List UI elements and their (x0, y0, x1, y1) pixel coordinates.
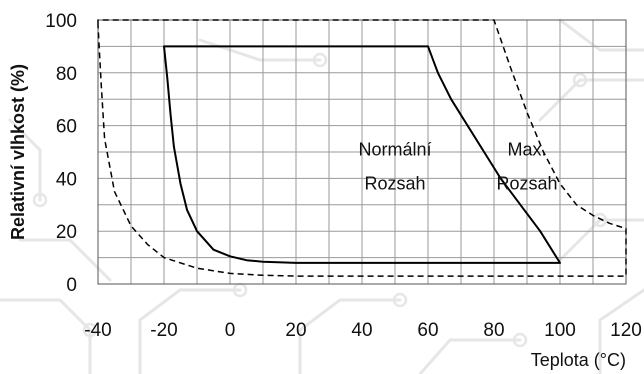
x-tick-label: 80 (483, 320, 504, 341)
region-label: Rozsah (496, 174, 557, 194)
y-tick-label: 80 (56, 64, 77, 85)
y-tick-label: 40 (56, 169, 77, 190)
axis-ticks: -40 -20 0 20 40 60 80 100 120 0 20 40 60 80 100 (45, 11, 642, 341)
plot-area (97, 19, 627, 277)
y-axis-label: Relativní vlhkost (%) (8, 64, 28, 240)
y-tick-label: 20 (56, 222, 77, 243)
x-tick-label: 120 (610, 320, 642, 341)
x-tick-label: -40 (84, 320, 111, 341)
x-tick-label: 0 (225, 320, 236, 341)
y-tick-label: 60 (56, 117, 77, 138)
region-label: Rozsah (364, 174, 425, 194)
x-tick-label: 20 (285, 320, 306, 341)
grid (97, 19, 627, 285)
region-label: Normální (358, 140, 431, 160)
max-range-boundary (97, 19, 627, 277)
x-tick-label: 60 (417, 320, 438, 341)
labels: Teplota (°C) Relativní vlhkost (%) Normá… (8, 64, 626, 370)
y-tick-label: 100 (45, 11, 77, 32)
plot-border (97, 19, 627, 285)
x-tick-label: 40 (351, 320, 372, 341)
region-label: Max. (507, 140, 546, 160)
x-tick-label: -20 (150, 320, 177, 341)
x-tick-label: 100 (544, 320, 576, 341)
y-tick-label: 0 (66, 275, 77, 296)
x-axis-label: Teplota (°C) (531, 350, 626, 370)
normal-range-boundary (163, 45, 561, 264)
